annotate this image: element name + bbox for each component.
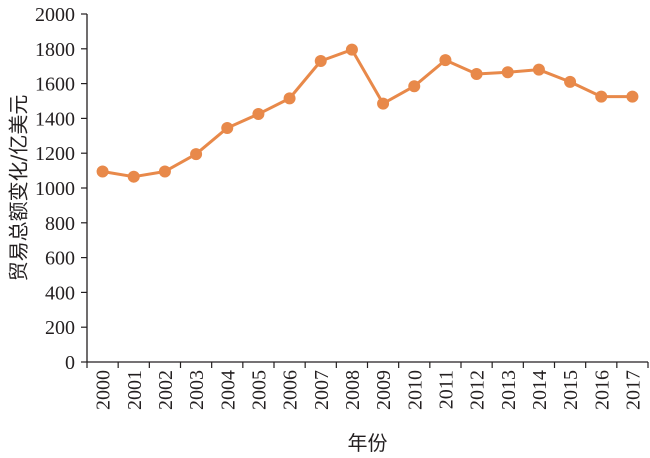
x-tick-label: 2005 — [248, 370, 270, 410]
x-tick-label: 2010 — [404, 370, 426, 410]
x-tick-label: 2016 — [591, 370, 613, 410]
x-tick-label: 2012 — [467, 370, 489, 410]
series-trade-total — [96, 43, 639, 183]
x-axis-title: 年份 — [348, 431, 388, 455]
x-tick-label: 2003 — [186, 370, 208, 410]
data-point — [345, 43, 358, 56]
data-point — [127, 170, 140, 183]
y-tick-label: 1800 — [35, 39, 75, 61]
data-point — [221, 121, 234, 134]
x-tick-label: 2002 — [155, 370, 177, 410]
y-tick-label: 0 — [65, 352, 75, 374]
data-point — [595, 90, 608, 103]
x-tick-label: 2008 — [342, 370, 364, 410]
data-point — [626, 90, 639, 103]
series-line — [102, 48, 633, 179]
x-tick-label: 2013 — [498, 370, 520, 410]
x-tick-label: 2017 — [622, 370, 644, 410]
data-point — [501, 66, 514, 79]
x-axis: 2000 2001 2002 2003 2004 2005 2006 2007 2008 2009… — [86, 361, 649, 410]
y-tick-label: 1400 — [35, 108, 75, 130]
x-tick-label: 2000 — [93, 370, 115, 410]
x-tick-label: 2009 — [373, 370, 395, 410]
data-point — [408, 80, 421, 93]
x-tick-label: 2006 — [280, 370, 302, 410]
data-point — [377, 97, 390, 110]
data-point — [564, 75, 577, 88]
x-tick-label: 2001 — [124, 370, 146, 410]
x-tick-label: 2015 — [560, 370, 582, 410]
x-tick-label: 2004 — [217, 370, 239, 410]
y-tick-label: 1600 — [35, 74, 75, 96]
x-tick-label: 2007 — [311, 370, 333, 410]
y-tick-label: 600 — [45, 248, 75, 270]
y-tick-label: 1200 — [35, 143, 75, 165]
y-tick-label: 1000 — [35, 178, 75, 200]
data-point — [532, 63, 545, 76]
x-tick-label: 2011 — [435, 370, 457, 409]
data-point — [96, 165, 109, 178]
data-point — [439, 54, 452, 67]
x-tick-label: 2014 — [529, 370, 551, 410]
data-point — [470, 68, 483, 81]
y-tick-label: 400 — [45, 282, 75, 304]
y-tick-label: 200 — [45, 317, 75, 339]
data-point — [314, 54, 327, 67]
data-point — [283, 92, 296, 105]
y-tick-label: 800 — [45, 213, 75, 235]
data-point — [190, 148, 203, 161]
y-tick-label: 2000 — [35, 4, 75, 26]
data-point — [158, 165, 171, 178]
data-point — [252, 108, 265, 121]
y-axis-title: 贸易总额变化/亿美元 — [7, 95, 31, 282]
y-axis: 0 200 400 600 800 1000 1200 1400 1600 1800 2000 — [35, 4, 88, 374]
